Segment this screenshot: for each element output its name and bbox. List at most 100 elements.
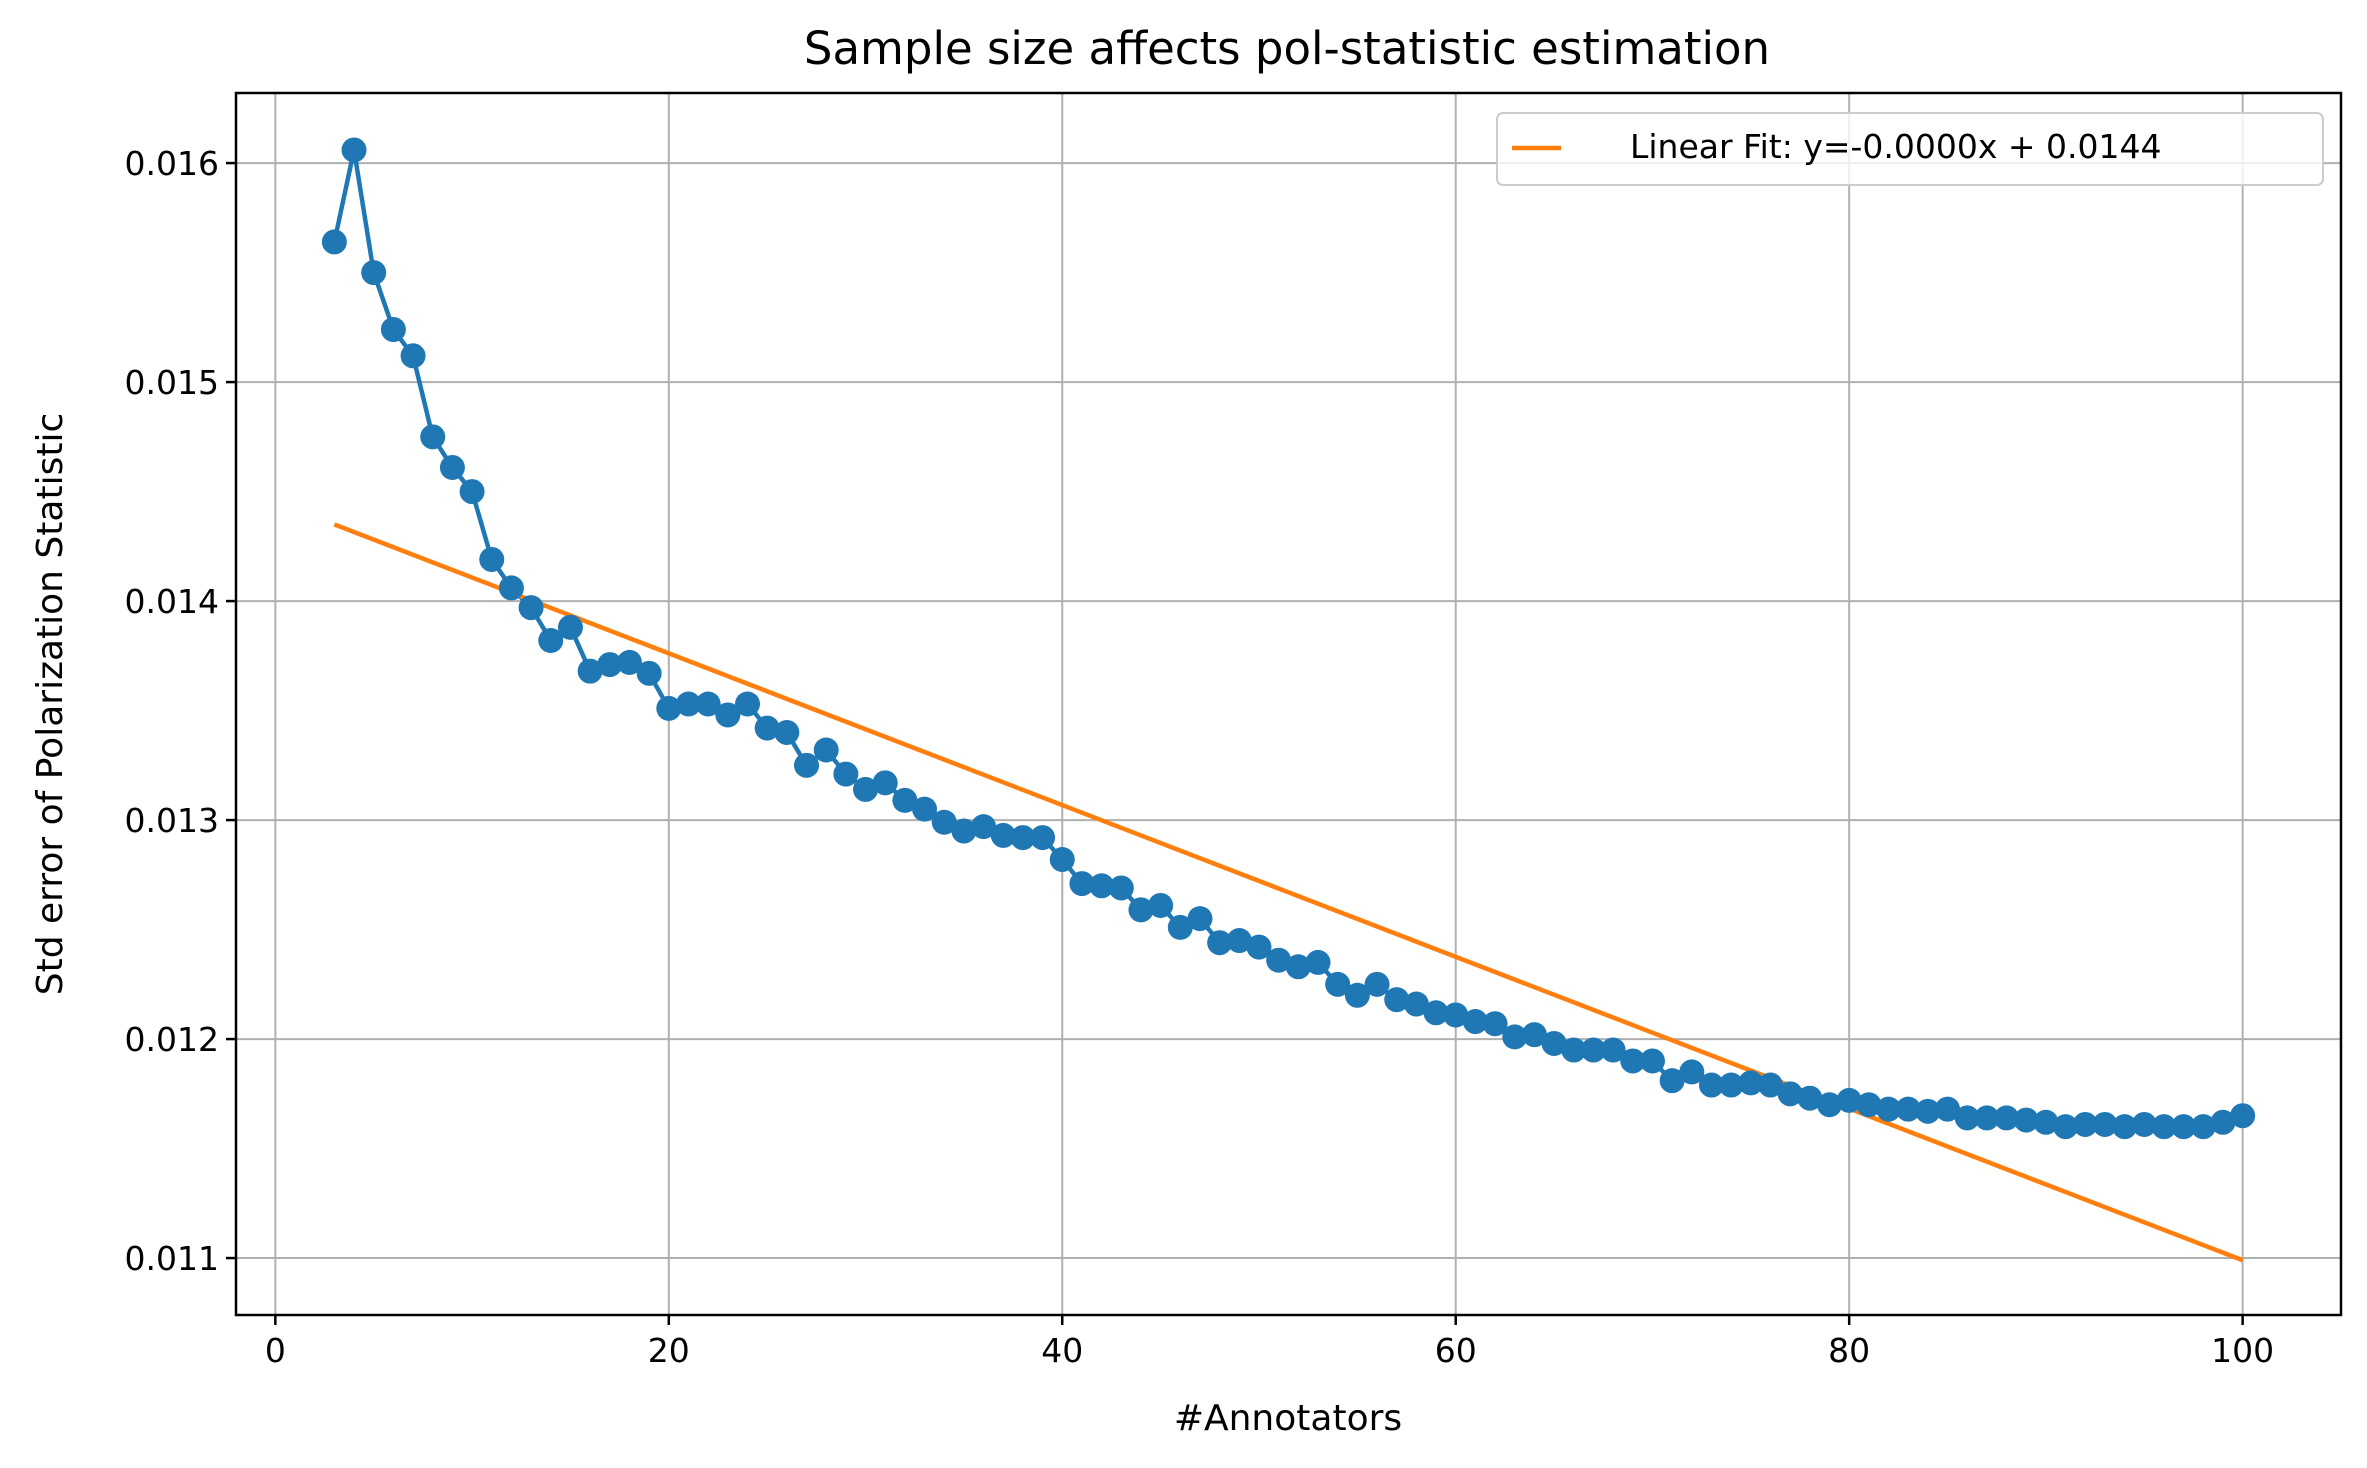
data-point [2013,1107,2039,1133]
data-point [1876,1096,1902,1122]
x-tick-label: 20 [648,1331,690,1370]
y-tick-label: 0.016 [125,144,219,183]
data-point [1226,928,1252,954]
data-point [2131,1111,2157,1137]
data-point [1384,987,1410,1013]
x-tick-label: 40 [1041,1331,1083,1370]
data-point [400,343,426,369]
legend-box [1496,112,2324,186]
data-point [1521,1022,1547,1048]
data-point [695,691,721,717]
data-point [734,691,760,717]
data-point [951,818,977,844]
data-point [1935,1096,1961,1122]
x-tick-label: 80 [1828,1331,1870,1370]
data-point [1344,982,1370,1008]
data-point [616,649,642,675]
data-point [1305,949,1331,975]
data-point [1817,1092,1843,1118]
data-point [1443,1002,1469,1028]
data-point [1423,1000,1449,1026]
data-point [518,595,544,621]
data-point [1954,1105,1980,1131]
y-tick-label: 0.011 [125,1239,219,1278]
data-point [2112,1114,2138,1140]
data-point [2151,1114,2177,1140]
data-point [2072,1111,2098,1137]
data-point [321,229,347,255]
y-tick-label: 0.014 [125,582,219,621]
data-point [2230,1103,2256,1129]
data-point [2171,1114,2197,1140]
data-point [439,454,465,480]
plot-area [321,137,2256,1263]
data-point [1285,954,1311,980]
data-point [1207,930,1233,956]
data-point [931,809,957,835]
data-point [1738,1070,1764,1096]
data-point [912,796,938,822]
x-axis-label: #Annotators [1174,1398,1402,1439]
legend: Linear Fit: y=-0.0000x + 0.0144 [1496,112,2324,186]
x-tick-label: 100 [2211,1331,2274,1370]
data-point [1148,892,1174,918]
y-tick-label: 0.013 [125,801,219,840]
x-tick-label: 0 [265,1331,286,1370]
data-point [1718,1072,1744,1098]
axis-ticks: 0 20 40 60 80 100 0.011 0.012 0.013 0.014 0.015 0.0… [125,144,2275,1370]
data-point [1561,1037,1587,1063]
data-point [1659,1068,1685,1094]
data-point [1462,1009,1488,1035]
data-point [1325,971,1351,997]
data-point [872,770,898,796]
data-point [1403,991,1429,1017]
data-point [813,737,839,763]
data-point [1541,1030,1567,1056]
data-point [1128,897,1154,923]
data-point [1777,1081,1803,1107]
data-point [853,776,879,802]
axes-frame [234,91,2343,1317]
chart-title: Sample size affects pol-statistic estima… [804,22,1770,75]
data-point [1030,825,1056,851]
data-point [675,691,701,717]
data-point [459,479,485,505]
data-point [557,614,583,640]
data-point [420,424,446,450]
data-point [1915,1098,1941,1124]
data-point [1069,871,1095,897]
data-point [754,715,780,741]
grid [236,93,2341,1315]
data-point [1698,1072,1724,1098]
data-point [794,752,820,778]
data-point [636,660,662,686]
y-tick-label: 0.015 [125,363,219,402]
data-point [1010,825,1036,851]
data-point [341,137,367,163]
data-point [2210,1109,2236,1135]
data-point [774,719,800,745]
data-point [597,652,623,678]
data-point [1364,971,1390,997]
data-point [380,317,406,343]
data-point [1757,1072,1783,1098]
data-point [1266,947,1292,973]
data-point [577,658,603,684]
data-point [656,695,682,721]
data-point [2033,1109,2059,1135]
data-point [833,761,859,787]
data-point [892,787,918,813]
data-point [990,822,1016,848]
data-point [1600,1037,1626,1063]
data-point [1895,1096,1921,1122]
data-point [1620,1048,1646,1074]
data-point [715,702,741,728]
data-point [1836,1087,1862,1113]
series-line-linear-fit [333,522,2244,1263]
data-point [1187,906,1213,932]
data-point [479,546,505,572]
data-point [361,260,387,286]
y-tick-label: 0.012 [125,1020,219,1059]
data-point [1167,914,1193,940]
